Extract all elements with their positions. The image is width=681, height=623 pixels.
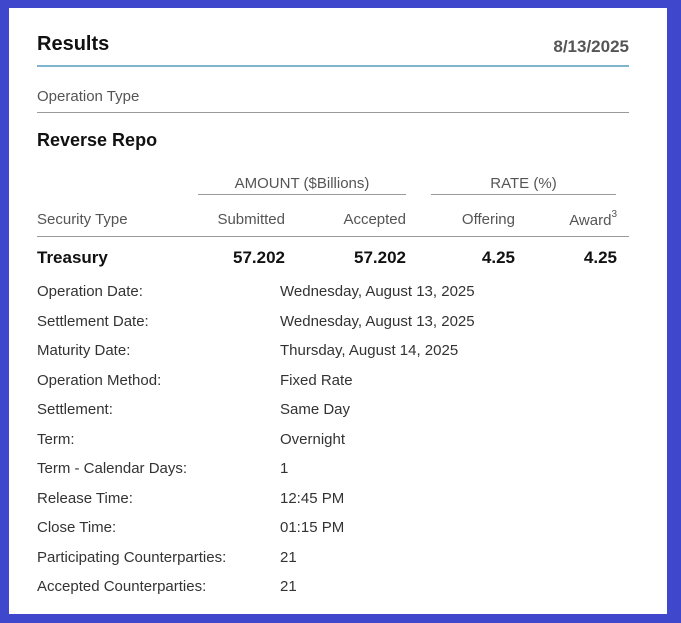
row-award: 4.25 [583, 248, 617, 267]
detail-label: Settlement: [37, 401, 113, 418]
detail-value: Thursday, August 14, 2025 [280, 342, 459, 359]
col-submitted: Submitted [217, 211, 285, 228]
operation-type-divider [37, 112, 629, 113]
section-title: Reverse Repo [37, 130, 158, 150]
detail-label: Maturity Date: [37, 342, 131, 359]
detail-label: Participating Counterparties: [37, 549, 227, 566]
detail-label: Term - Calendar Days: [37, 460, 188, 477]
col-award: Award3 [569, 209, 617, 229]
rate-group-underline [431, 194, 616, 195]
detail-label: Close Time: [37, 519, 117, 536]
detail-value: 1 [280, 460, 289, 477]
detail-value: Same Day [280, 401, 351, 418]
detail-value: Fixed Rate [280, 372, 353, 389]
header-divider [37, 65, 629, 67]
award-footnote: 3 [611, 209, 617, 220]
detail-value: Overnight [280, 431, 346, 448]
results-card: Results 8/13/2025 Operation Type Reverse… [9, 8, 667, 614]
row-offering: 4.25 [481, 248, 515, 267]
rate-group-header: RATE (%) [490, 175, 557, 192]
detail-value: 12:45 PM [280, 490, 345, 507]
col-security-type: Security Type [37, 211, 128, 228]
col-award-label: Award [569, 212, 612, 229]
detail-label: Accepted Counterparties: [37, 578, 207, 595]
row-security-type: Treasury [37, 248, 108, 267]
amount-group-header: AMOUNT ($Billions) [234, 175, 370, 192]
col-offering: Offering [461, 211, 515, 228]
detail-label: Operation Date: [37, 283, 143, 300]
detail-value: 21 [280, 578, 297, 595]
amount-group-underline [198, 194, 406, 195]
results-title: Results [37, 33, 110, 55]
table-header-divider [37, 236, 629, 237]
row-submitted: 57.202 [233, 248, 285, 267]
row-accepted: 57.202 [354, 248, 406, 267]
detail-label: Term: [37, 431, 75, 448]
detail-label: Settlement Date: [37, 313, 149, 330]
detail-value: 01:15 PM [280, 519, 345, 536]
detail-label: Release Time: [37, 490, 133, 507]
col-accepted: Accepted [343, 211, 406, 228]
detail-value: 21 [280, 549, 297, 566]
detail-value: Wednesday, August 13, 2025 [280, 283, 475, 300]
detail-value: Wednesday, August 13, 2025 [280, 313, 475, 330]
results-date: 8/13/2025 [553, 37, 629, 56]
operation-type-label: Operation Type [37, 88, 140, 105]
detail-label: Operation Method: [37, 372, 162, 389]
